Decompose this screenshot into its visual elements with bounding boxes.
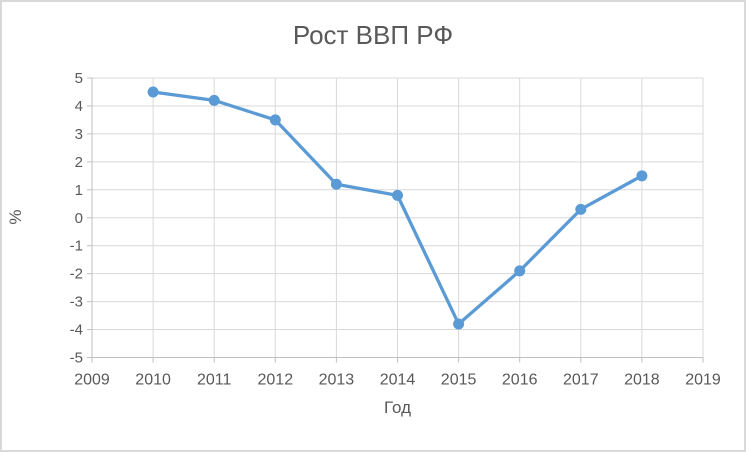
x-tick-label: 2018 — [624, 372, 660, 389]
data-point-2010 — [147, 86, 159, 98]
y-tick-label: -5 — [70, 350, 83, 367]
x-tick-label: 2013 — [319, 372, 355, 389]
y-tick-label: -4 — [70, 322, 83, 339]
x-tick-label: 2015 — [441, 372, 477, 389]
y-tick-label: -3 — [70, 294, 83, 311]
y-tick-label: 0 — [75, 210, 83, 227]
x-tick-label: 2010 — [135, 372, 171, 389]
x-axis-title: Год — [383, 398, 412, 417]
y-tick-label: 4 — [75, 98, 83, 115]
y-tick-label: 3 — [75, 126, 83, 143]
y-tick-label: 1 — [75, 182, 83, 199]
data-point-2018 — [636, 170, 648, 182]
data-point-2015 — [453, 318, 465, 330]
chart-title: Рост ВВП РФ — [292, 20, 454, 50]
data-point-2017 — [575, 203, 587, 215]
data-point-2014 — [392, 189, 403, 201]
x-tick-label: 2009 — [74, 372, 110, 389]
x-tick-label: 2017 — [563, 372, 599, 389]
x-tick-label: 2011 — [197, 372, 232, 389]
y-tick-label: -1 — [70, 238, 83, 255]
x-tick-label: 2014 — [380, 372, 416, 389]
data-point-2011 — [208, 94, 220, 106]
data-point-2013 — [330, 178, 342, 190]
y-tick-label: 5 — [75, 70, 83, 87]
data-point-2016 — [514, 265, 526, 277]
y-tick-label: -2 — [70, 266, 83, 283]
x-tick-label: 2012 — [258, 372, 294, 389]
x-tick-label: 2019 — [685, 372, 721, 389]
data-point-2012 — [269, 114, 281, 126]
x-tick-label: 2016 — [502, 372, 538, 389]
y-axis-title: % — [6, 209, 25, 225]
y-tick-label: 2 — [75, 154, 83, 171]
